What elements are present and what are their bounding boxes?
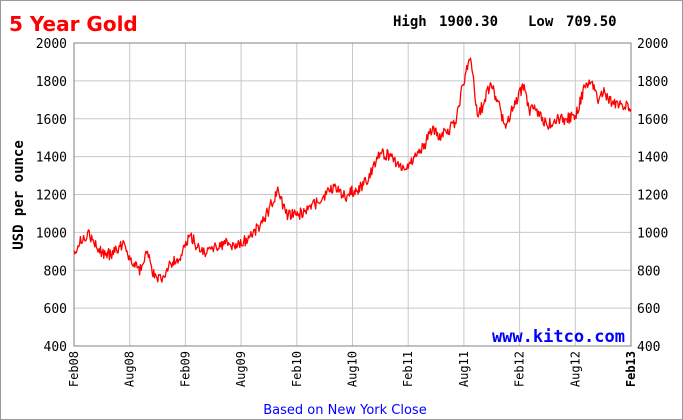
plot-area	[73, 42, 632, 347]
y-tick-label-right: 1200	[637, 189, 668, 204]
y-tick-label-right: 1800	[637, 75, 668, 90]
y-tick-label-right: 1000	[637, 226, 668, 241]
x-tick-label: Feb12	[513, 351, 527, 387]
x-tick-label: Aug10	[346, 351, 360, 387]
low-value: 709.50	[566, 14, 617, 30]
y-tick-label-left: 400	[44, 340, 67, 355]
low-label: Low	[528, 14, 554, 30]
y-tick-label-right: 2000	[637, 37, 668, 52]
gold-price-series	[73, 57, 632, 283]
y-tick-label-left: 1200	[36, 189, 67, 204]
y-tick-label-left: 600	[44, 302, 67, 317]
y-axis-right: 2000 1800 1600 1400 1200 1000 800 600 400	[637, 37, 668, 355]
y-tick-label-left: 1800	[36, 75, 67, 90]
high-value: 1900.30	[439, 14, 498, 30]
y-tick-label-right: 600	[637, 302, 660, 317]
x-axis: Feb08 Aug08 Feb09 Aug09 Feb10 Aug10 Feb11 Aug11…	[67, 351, 638, 387]
y-tick-label-left: 1600	[36, 113, 67, 128]
x-tick-label: Feb10	[290, 351, 304, 387]
x-tick-label: Feb09	[178, 351, 192, 387]
x-tick-label: Feb11	[401, 351, 415, 387]
footer-note: Based on New York Close	[263, 403, 426, 418]
y-tick-label-right: 800	[637, 264, 660, 279]
y-tick-label-left: 1000	[36, 226, 67, 241]
y-tick-label-right: 1400	[637, 151, 668, 166]
y-axis-label: USD per ounce	[11, 140, 27, 250]
x-tick-label: Aug12	[568, 351, 582, 387]
y-axis-left: 2000 1800 1600 1400 1200 1000 800 600 400	[36, 37, 67, 355]
y-tick-label-left: 2000	[36, 37, 67, 52]
x-tick-label: Aug08	[123, 351, 137, 387]
chart-title: 5 Year Gold	[9, 12, 138, 36]
watermark-url[interactable]: www.kitco.com	[492, 327, 625, 347]
x-tick-label: Aug09	[234, 351, 248, 387]
y-tick-label-right: 1600	[637, 113, 668, 128]
x-tick-label: Feb08	[67, 351, 81, 387]
high-label: High	[393, 14, 427, 30]
high-low-summary: High 1900.30 Low 709.50	[393, 14, 617, 30]
y-tick-label-left: 800	[44, 264, 67, 279]
y-tick-label-left: 1400	[36, 151, 67, 166]
x-tick-label: Aug11	[457, 351, 471, 387]
x-tick-label: Feb13	[624, 351, 638, 387]
y-tick-label-right: 400	[637, 340, 660, 355]
